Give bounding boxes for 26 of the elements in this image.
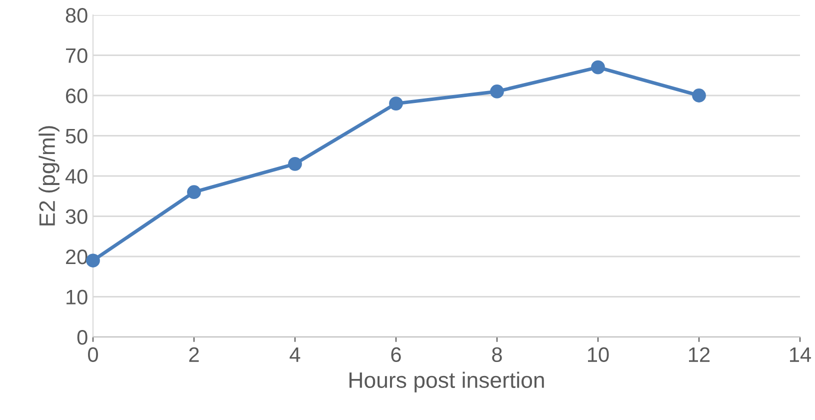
y-tick-label: 20 bbox=[66, 250, 88, 264]
y-tick-label: 60 bbox=[66, 88, 88, 104]
point bbox=[692, 88, 706, 102]
y-axis-title: E2 (pg/ml) bbox=[38, 126, 60, 226]
x-tick-label: 12 bbox=[689, 347, 710, 362]
x-tick-label: 6 bbox=[391, 347, 401, 362]
point bbox=[187, 185, 201, 200]
x-tick-label: 10 bbox=[588, 347, 609, 362]
y-tick-label: 80 bbox=[66, 8, 88, 23]
point bbox=[389, 96, 403, 110]
y-tick-label: 40 bbox=[65, 169, 88, 184]
point bbox=[86, 254, 100, 268]
y-tick-label: 30 bbox=[66, 209, 88, 224]
x-tick-label: 4 bbox=[290, 347, 300, 362]
x-tick-label: 14 bbox=[790, 347, 811, 362]
x-tick-label: 0 bbox=[88, 347, 98, 362]
x-axis-title: Hours post insertion bbox=[350, 372, 544, 392]
y-tick-label: 0 bbox=[77, 330, 88, 345]
x-tick-label: 2 bbox=[189, 347, 199, 362]
point bbox=[490, 84, 504, 98]
x-tick-label: 8 bbox=[492, 347, 502, 362]
y-tick-label: 50 bbox=[66, 128, 88, 144]
y-tick-label: 70 bbox=[66, 48, 88, 64]
y-tick-label: 10 bbox=[66, 290, 88, 305]
point bbox=[288, 156, 302, 171]
point bbox=[591, 60, 605, 74]
